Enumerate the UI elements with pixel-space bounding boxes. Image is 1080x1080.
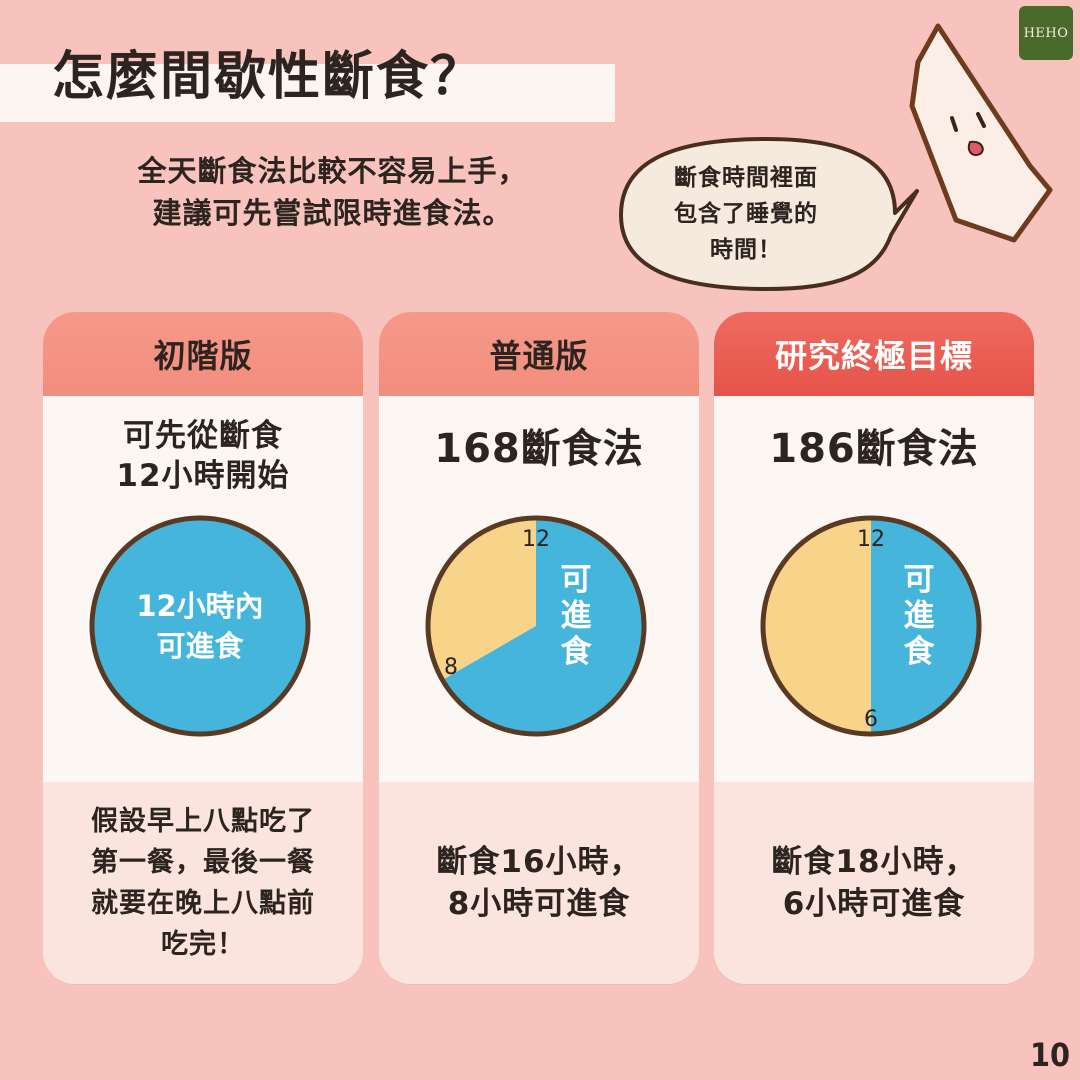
title-band xyxy=(0,64,615,122)
clock-eating-char: 食 xyxy=(561,634,593,670)
note-line: 8小時可進食 xyxy=(447,886,631,922)
method-name: 186斷食法 xyxy=(769,426,979,472)
card-header: 普通版 xyxy=(379,312,699,396)
card-top: 186斷食法 12 6 可 進 食 xyxy=(714,396,1034,782)
page-title: 怎麼間歇性斷食？ xyxy=(52,47,485,107)
card-note: 斷食18小時， 6小時可進食 xyxy=(734,841,1014,925)
clock-168: 12 8 可 進 食 xyxy=(425,515,647,737)
clock-eating-char: 進 xyxy=(561,598,592,634)
clock-tick-label: 8 xyxy=(444,655,458,680)
rice-grain-mascot xyxy=(909,23,1053,243)
card-top: 168斷食法 12 8 可 進 食 xyxy=(379,396,699,782)
bubble-line: 斷食時間裡面 xyxy=(674,165,818,191)
card-bottom: 斷食16小時， 8小時可進食 xyxy=(379,782,699,984)
card-top: 可先從斷食 12小時開始 12小時內 可進食 xyxy=(43,396,363,782)
clock-eating-char: 可 xyxy=(561,562,592,598)
mascot-mouth-icon xyxy=(967,140,984,156)
note-line: 假設早上八點吃了 xyxy=(91,806,315,837)
note-line: 斷食18小時， xyxy=(771,844,977,880)
card-header: 研究終極目標 xyxy=(714,312,1034,396)
card-intro: 可先從斷食 12小時開始 xyxy=(43,416,363,496)
mascot-eye-icon xyxy=(976,112,986,128)
bubble-line: 包含了睡覺的 xyxy=(674,201,818,227)
logo-text: HEHO xyxy=(1023,25,1069,41)
card-header: 初階版 xyxy=(43,312,363,396)
speech-bubble-text: 斷食時間裡面 包含了睡覺的 時間！ xyxy=(630,160,862,268)
clock-label: 12小時內 xyxy=(136,589,263,623)
clock-tick-label: 6 xyxy=(864,707,878,732)
note-line: 吃完！ xyxy=(161,929,245,960)
note-line: 斷食16小時， xyxy=(436,844,642,880)
method-name: 168斷食法 xyxy=(434,426,644,472)
card-beginner: 初階版 可先從斷食 12小時開始 12小時內 可進食 假設早上八點吃了 第一餐，… xyxy=(43,312,363,984)
clock-eating-char: 可 xyxy=(904,562,935,598)
card-bottom: 斷食18小時， 6小時可進食 xyxy=(714,782,1034,984)
note-line: 6小時可進食 xyxy=(782,886,966,922)
clock-186: 12 6 可 進 食 xyxy=(760,515,982,737)
clock-label: 可進食 xyxy=(156,629,244,663)
card-standard: 普通版 168斷食法 12 8 可 進 食 斷食16小時， 8小時可進食 xyxy=(379,312,699,984)
clock-tick-label: 12 xyxy=(857,527,885,552)
subtitle-line: 全天斷食法比較不容易上手， xyxy=(137,154,528,188)
card-ultimate: 研究終極目標 186斷食法 12 6 可 進 食 斷食18小時， 6小時可進食 xyxy=(714,312,1034,984)
subtitle-line: 建議可先嘗試限時進食法。 xyxy=(152,196,513,230)
intro-line: 12小時開始 xyxy=(116,458,290,494)
clock-eating-char: 進 xyxy=(904,598,935,634)
clock-full-eating: 12小時內 可進食 xyxy=(89,515,311,737)
card-bottom: 假設早上八點吃了 第一餐，最後一餐 就要在晚上八點前 吃完！ xyxy=(43,782,363,984)
subtitle: 全天斷食法比較不容易上手， 建議可先嘗試限時進食法。 xyxy=(70,150,595,234)
clock-eating-char: 食 xyxy=(904,634,936,670)
mascot-eye-icon xyxy=(950,116,958,132)
page-number: 10 xyxy=(1030,1036,1071,1074)
heho-logo: HEHO xyxy=(1019,6,1073,60)
intro-line: 可先從斷食 xyxy=(123,418,283,454)
note-line: 就要在晚上八點前 xyxy=(91,888,315,919)
note-line: 第一餐，最後一餐 xyxy=(91,847,315,878)
clock-tick-label: 12 xyxy=(522,527,550,552)
speech-bubble xyxy=(619,137,919,291)
card-note: 斷食16小時， 8小時可進食 xyxy=(399,841,679,925)
card-note: 假設早上八點吃了 第一餐，最後一餐 就要在晚上八點前 吃完！ xyxy=(73,801,333,965)
bubble-line: 時間！ xyxy=(710,237,782,263)
